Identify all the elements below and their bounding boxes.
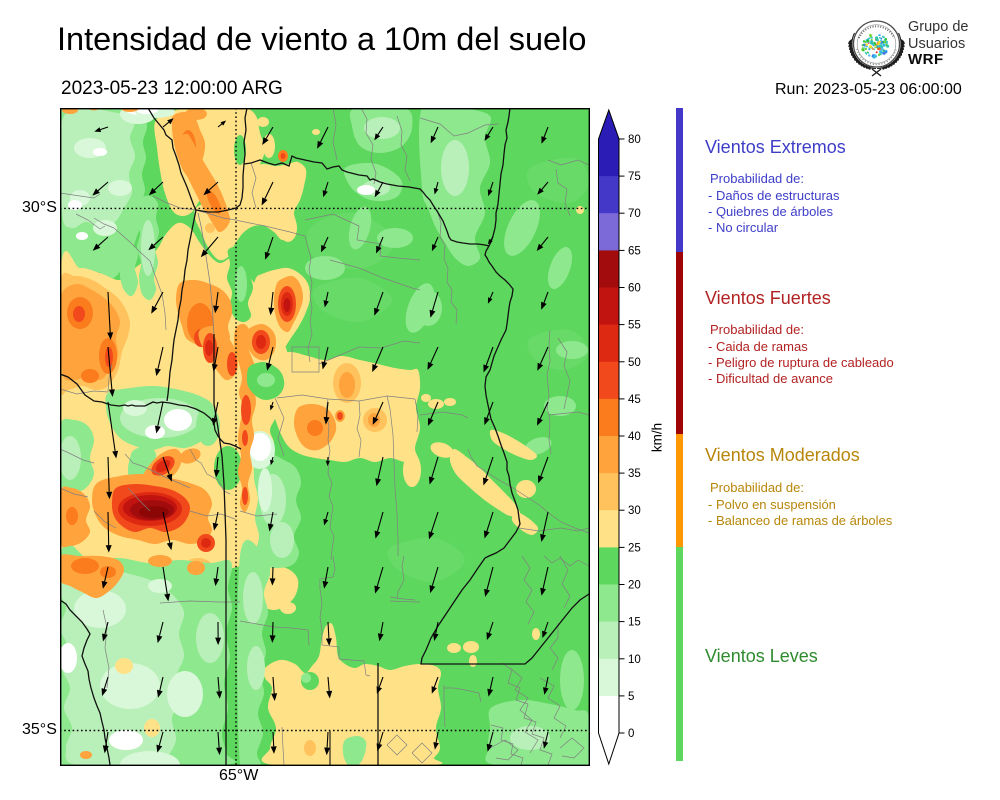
svg-text:30: 30 [628, 505, 641, 517]
svg-text:0: 0 [628, 728, 634, 740]
svg-text:60: 60 [628, 283, 641, 295]
svg-text:65: 65 [628, 245, 641, 257]
svg-text:10: 10 [628, 654, 641, 666]
svg-text:45: 45 [628, 394, 641, 406]
svg-text:15: 15 [628, 617, 641, 629]
svg-text:80: 80 [628, 134, 641, 146]
svg-text:75: 75 [628, 171, 641, 183]
svg-text:55: 55 [628, 320, 641, 332]
svg-text:35: 35 [628, 468, 641, 480]
svg-text:20: 20 [628, 580, 641, 592]
svg-text:50: 50 [628, 357, 641, 369]
svg-text:5: 5 [628, 691, 634, 703]
svg-text:40: 40 [628, 431, 641, 443]
svg-text:25: 25 [628, 542, 641, 554]
svg-text:70: 70 [628, 208, 641, 220]
